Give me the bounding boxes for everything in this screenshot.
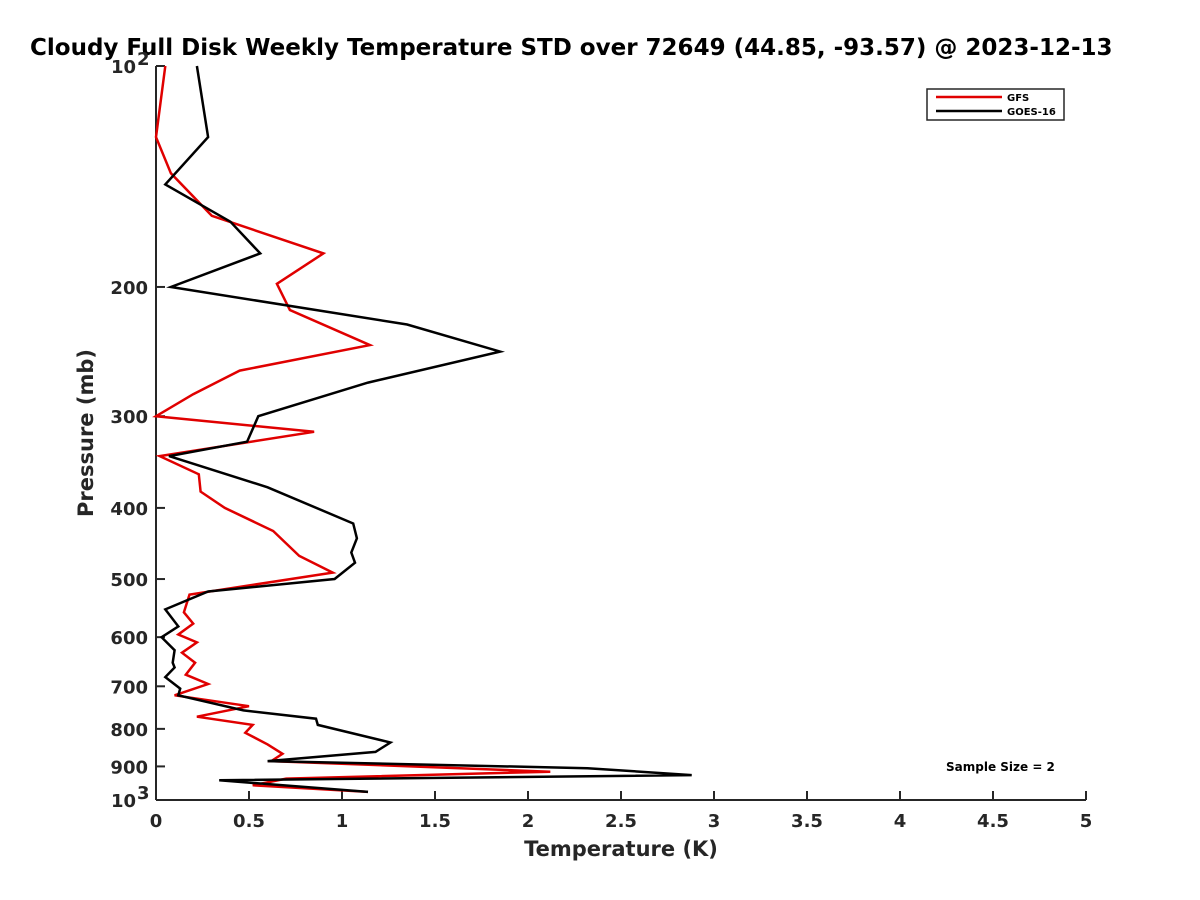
chart-title: Cloudy Full Disk Weekly Temperature STD … <box>30 35 1113 61</box>
y-tick-exponent: 3 <box>137 783 150 804</box>
series-layer <box>152 65 692 794</box>
legend: GFS GOES-16 <box>926 88 1065 121</box>
series-line-goes16 <box>159 65 692 794</box>
x-tick-label: 5 <box>1080 811 1093 832</box>
x-tick-label: 0.5 <box>233 811 265 832</box>
legend-label-gfs: GFS <box>1007 93 1029 104</box>
x-ticks: 0 0.5 1 1.5 2 2.5 3 3.5 4 4.5 5 <box>150 791 1093 832</box>
y-axis-label: Pressure (mb) <box>74 349 98 517</box>
y-tick-label: 500 <box>110 570 148 591</box>
y-tick-label: 700 <box>110 677 148 698</box>
x-tick-label: 3.5 <box>791 811 823 832</box>
y-tick-label: 10 <box>111 791 136 812</box>
x-tick-label: 0 <box>150 811 163 832</box>
y-tick-label: 10 <box>111 57 136 78</box>
plot-area: 0 0.5 1 1.5 2 2.5 3 3.5 4 4.5 5 10 2200300400500600… <box>110 49 1092 832</box>
x-tick-label: 2.5 <box>605 811 637 832</box>
y-tick-label: 600 <box>110 628 148 649</box>
sample-size-annotation: Sample Size = 2 <box>946 760 1055 774</box>
y-tick-label: 800 <box>110 720 148 741</box>
x-tick-label: 4.5 <box>977 811 1009 832</box>
y-tick-exponent: 2 <box>137 49 150 70</box>
x-tick-label: 1 <box>336 811 349 832</box>
x-tick-label: 2 <box>522 811 535 832</box>
x-tick-label: 1.5 <box>419 811 451 832</box>
legend-box <box>926 88 1065 121</box>
x-axis-label: Temperature (K) <box>524 837 718 861</box>
x-tick-label: 3 <box>708 811 721 832</box>
y-tick-label: 300 <box>110 407 148 428</box>
y-tick-label: 900 <box>110 757 148 778</box>
y-tick-label: 200 <box>110 278 148 299</box>
x-tick-label: 4 <box>894 811 907 832</box>
y-tick-label: 400 <box>110 499 148 520</box>
legend-label-goes16: GOES-16 <box>1007 107 1056 118</box>
series-line-gfs <box>152 65 551 794</box>
